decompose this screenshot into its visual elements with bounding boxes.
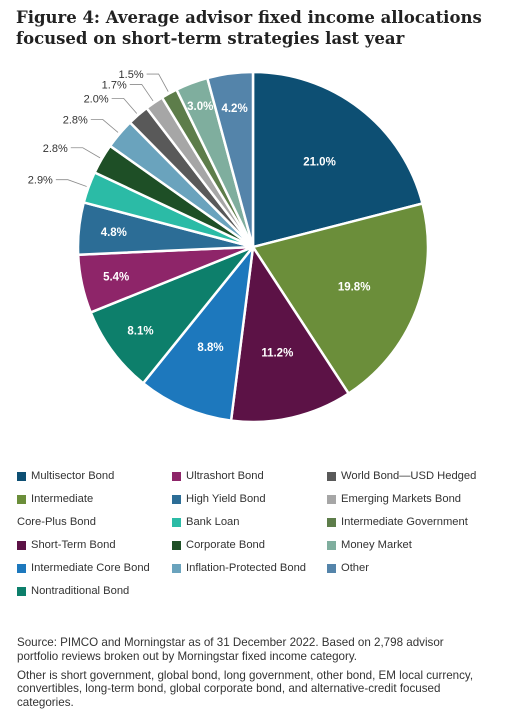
source-note: Source: PIMCO and Morningstar as of 31 D… — [17, 636, 444, 663]
legend-item: Nontraditional Bond — [17, 585, 129, 603]
legend-item: Other — [327, 562, 369, 580]
legend-label: Inflation-Protected Bond — [186, 562, 307, 574]
legend-swatch — [172, 518, 181, 527]
leader-line — [111, 98, 138, 114]
legend-item: World Bond—USD Hedged — [327, 470, 476, 488]
legend-label: Other — [341, 562, 369, 574]
legend-label: Emerging Markets Bond — [341, 493, 462, 505]
legend-label: Corporate Bond — [186, 539, 265, 551]
pie-slice-intermediate-core-plus-bond — [251, 202, 430, 395]
legend-label: Intermediate Core Bond — [31, 562, 150, 574]
legend-item: Multisector Bond — [17, 470, 114, 488]
legend-item: Inflation-Protected Bond — [172, 562, 306, 580]
legend-swatch — [17, 495, 26, 504]
pie-slice-short-term-bond — [229, 245, 350, 424]
legend-label: Nontraditional Bond — [31, 585, 130, 597]
legend-swatch — [172, 472, 181, 481]
legend-item: Short-Term Bond — [17, 539, 116, 557]
legend-swatch — [172, 541, 181, 550]
slice-label-short-term-bond: 11.2% — [261, 348, 293, 360]
pie-slice-nontraditional-bond — [89, 245, 255, 385]
slice-label-corporate-bond: 2.8% — [43, 143, 68, 155]
legend-item: Money Market — [327, 539, 412, 557]
legend-swatch — [327, 495, 336, 504]
slice-label-emerging-markets-bond: 1.7% — [102, 79, 127, 91]
slice-label-other: 4.2% — [221, 103, 247, 115]
legend-swatch — [327, 541, 336, 550]
chart-legend: Multisector Bond Intermediate Core-Plus Bo… — [17, 470, 517, 605]
leader-line — [90, 119, 119, 133]
legend-item: Ultrashort Bond — [172, 470, 264, 488]
legend-item: Intermediate Core-Plus Bond — [17, 493, 96, 534]
pie-slice-multisector-bond — [251, 70, 424, 249]
slice-label-nontraditional-bond: 8.1% — [127, 325, 153, 337]
legend-swatch — [327, 518, 336, 527]
legend-label: Ultrashort Bond — [186, 470, 264, 482]
leader-line — [55, 179, 87, 187]
leader-line — [129, 84, 154, 102]
legend-label: High Yield Bond — [186, 493, 266, 505]
pie-slice-other — [206, 70, 255, 249]
legend-swatch — [17, 541, 26, 550]
legend-swatch — [327, 472, 336, 481]
chart-title: Figure 4: Average advisor fixed income a… — [16, 8, 482, 48]
legend-item: High Yield Bond — [172, 493, 266, 511]
slice-label-intermediate-core-plus-bond: 19.8% — [338, 281, 371, 293]
slice-label-multisector-bond: 21.0% — [303, 156, 336, 168]
source-notes: Source: PIMCO and Morningstar as of 31 D… — [17, 636, 487, 715]
legend-label: Short-Term Bond — [31, 539, 116, 551]
legend-swatch — [17, 587, 26, 596]
legend-label: Multisector Bond — [31, 470, 115, 482]
legend-item: Intermediate Government — [327, 516, 468, 534]
pie-slice-intermediate-core-bond — [141, 245, 255, 422]
pie-chart: 21.0% 19.8% 11.2% 8.8% 8.1% 5.4% 4.8% 2.9% 2.8% 2… — [28, 69, 430, 424]
slice-label-world-bond-usd-hedged: 2.0% — [84, 93, 109, 105]
slice-label-ultrashort-bond: 5.4% — [103, 272, 129, 284]
slice-label-intermediate-government: 1.5% — [119, 69, 144, 81]
legend-swatch — [172, 564, 181, 573]
legend-label: Money Market — [341, 539, 412, 551]
legend-label: World Bond—USD Hedged — [341, 470, 477, 482]
leader-line — [70, 147, 101, 159]
legend-item: Corporate Bond — [172, 539, 265, 557]
legend-swatch — [327, 564, 336, 573]
legend-label: Bank Loan — [186, 516, 240, 528]
legend-item: Emerging Markets Bond — [327, 493, 461, 511]
legend-swatch — [17, 564, 26, 573]
slice-label-money-market: 3.0% — [187, 101, 213, 113]
legend-item: Bank Loan — [172, 516, 240, 534]
legend-label: Intermediate Core-Plus Bond — [17, 493, 96, 528]
slice-label-inflation-protected-bond: 2.8% — [63, 115, 88, 127]
legend-label: Intermediate Government — [341, 516, 468, 528]
slice-label-high-yield-bond: 4.8% — [101, 227, 127, 239]
other-note: Other is short government, global bond, … — [17, 668, 474, 710]
slice-label-bank-loan: 2.9% — [28, 175, 53, 187]
leader-line — [146, 73, 169, 92]
legend-swatch — [17, 472, 26, 481]
legend-item: Intermediate Core Bond — [17, 562, 150, 580]
slice-label-intermediate-core-bond: 8.8% — [197, 342, 223, 354]
legend-swatch — [172, 495, 181, 504]
